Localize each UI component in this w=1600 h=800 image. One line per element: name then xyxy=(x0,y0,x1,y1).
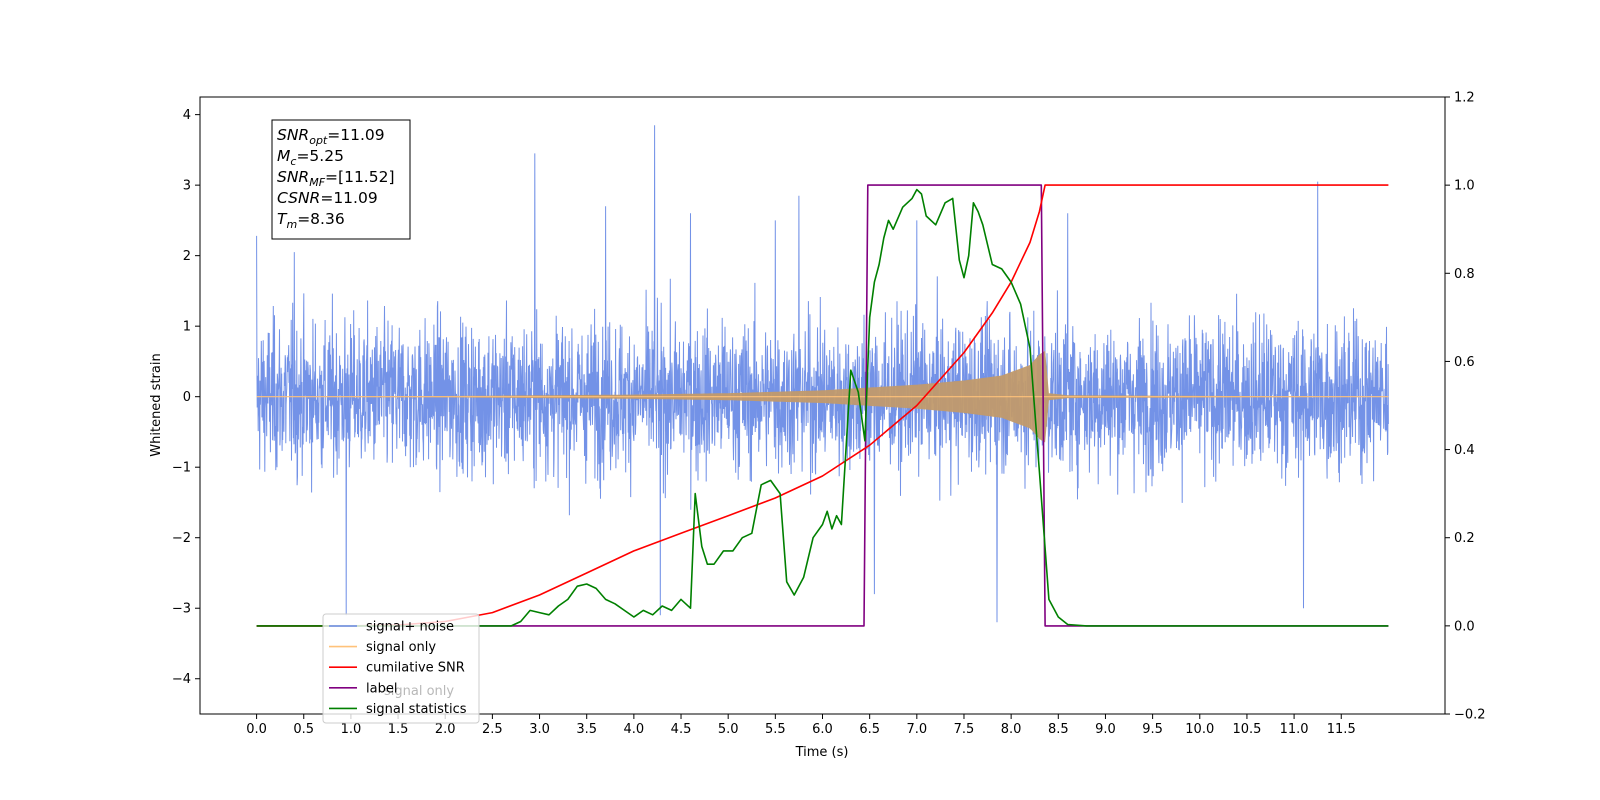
y2-tick-label: 0.0 xyxy=(1454,619,1475,634)
x-tick-label: 1.0 xyxy=(341,722,362,737)
x-tick-label: 1.5 xyxy=(388,722,409,737)
x-tick-label: 3.5 xyxy=(576,722,597,737)
y-tick-label: 3 xyxy=(183,179,191,194)
y-tick-label: 2 xyxy=(183,249,191,264)
x-tick-label: 7.0 xyxy=(906,722,927,737)
x-tick-label: 11.0 xyxy=(1280,722,1309,737)
y2-tick-label: 0.8 xyxy=(1454,267,1475,282)
annotation-line: SNRMF=[11.52] xyxy=(277,168,395,189)
x-tick-label: 6.0 xyxy=(812,722,833,737)
x-tick-label: 5.5 xyxy=(765,722,786,737)
x-tick-label: 4.0 xyxy=(624,722,645,737)
y2-tick-label: −0.2 xyxy=(1454,708,1486,723)
y-tick-label: −4 xyxy=(172,672,191,687)
annotation-line: CSNR=11.09 xyxy=(277,189,378,207)
legend-label: signal only xyxy=(366,640,436,655)
x-tick-label: 4.5 xyxy=(671,722,692,737)
x-tick-label: 2.5 xyxy=(482,722,503,737)
series-signal-statistics xyxy=(256,188,1389,627)
x-tick-label: 8.5 xyxy=(1048,722,1069,737)
signal-noise-layer xyxy=(256,125,1389,623)
y-axis-ticks: 4 3 2 1 0 −1 −2 −3 −4 xyxy=(172,108,200,687)
legend-ghost-text: signal only xyxy=(384,684,454,699)
y2-tick-label: 0.6 xyxy=(1454,355,1475,370)
y2-axis-ticks: 1.2 1.0 0.8 0.6 0.4 0.2 0.0 −0.2 xyxy=(1445,91,1486,723)
y-axis-label: Whitened strain xyxy=(149,353,164,456)
x-tick-label: 6.5 xyxy=(859,722,880,737)
x-tick-label: 8.0 xyxy=(1001,722,1022,737)
y2-tick-label: 1.2 xyxy=(1454,91,1475,106)
x-tick-label: 5.0 xyxy=(718,722,739,737)
x-tick-label: 3.0 xyxy=(529,722,550,737)
x-tick-label: 9.5 xyxy=(1142,722,1163,737)
legend: signal only signal+ noise signal only cumil… xyxy=(322,613,480,724)
series-signal-noise xyxy=(256,125,1389,623)
x-tick-label: 10.5 xyxy=(1232,722,1261,737)
y-tick-label: 1 xyxy=(183,320,191,335)
y-tick-label: −1 xyxy=(172,461,191,476)
signal-only-layer xyxy=(256,350,1389,443)
annotation-line: SNRopt=11.09 xyxy=(277,126,385,147)
y-tick-label: −3 xyxy=(172,602,191,617)
x-axis-ticks: 0.0 0.5 1.0 1.5 2.0 2.5 3.0 3.5 4.0 4.5 5.0 5.5 6.0 6… xyxy=(246,714,1356,737)
y2-tick-label: 1.0 xyxy=(1454,179,1475,194)
legend-label: signal statistics xyxy=(366,702,467,717)
x-tick-label: 2.0 xyxy=(435,722,456,737)
y2-tick-label: 0.2 xyxy=(1454,531,1475,546)
annotation-box: SNRopt=11.09Mc=5.25SNRMF=[11.52]CSNR=11.… xyxy=(271,119,411,240)
x-axis-label: Time (s) xyxy=(795,745,849,760)
legend-frame xyxy=(322,613,480,724)
x-tick-label: 7.5 xyxy=(954,722,975,737)
x-tick-label: 0.5 xyxy=(293,722,314,737)
y-tick-label: 4 xyxy=(183,108,191,123)
annotation-frame xyxy=(271,119,411,240)
legend-label: label xyxy=(366,681,397,696)
y2-tick-label: 0.4 xyxy=(1454,443,1475,458)
x-tick-label: 11.5 xyxy=(1327,722,1356,737)
y-tick-label: 0 xyxy=(183,390,191,405)
x-tick-label: 9.0 xyxy=(1095,722,1116,737)
annotation-line: Tm=8.36 xyxy=(277,210,345,231)
x-tick-label: 0.0 xyxy=(246,722,267,737)
legend-label: cumilative SNR xyxy=(366,661,465,676)
x-tick-label: 10.0 xyxy=(1185,722,1214,737)
legend-label: signal+ noise xyxy=(366,620,454,635)
annotation-line: Mc=5.25 xyxy=(277,147,344,168)
y-tick-label: −2 xyxy=(172,531,191,546)
